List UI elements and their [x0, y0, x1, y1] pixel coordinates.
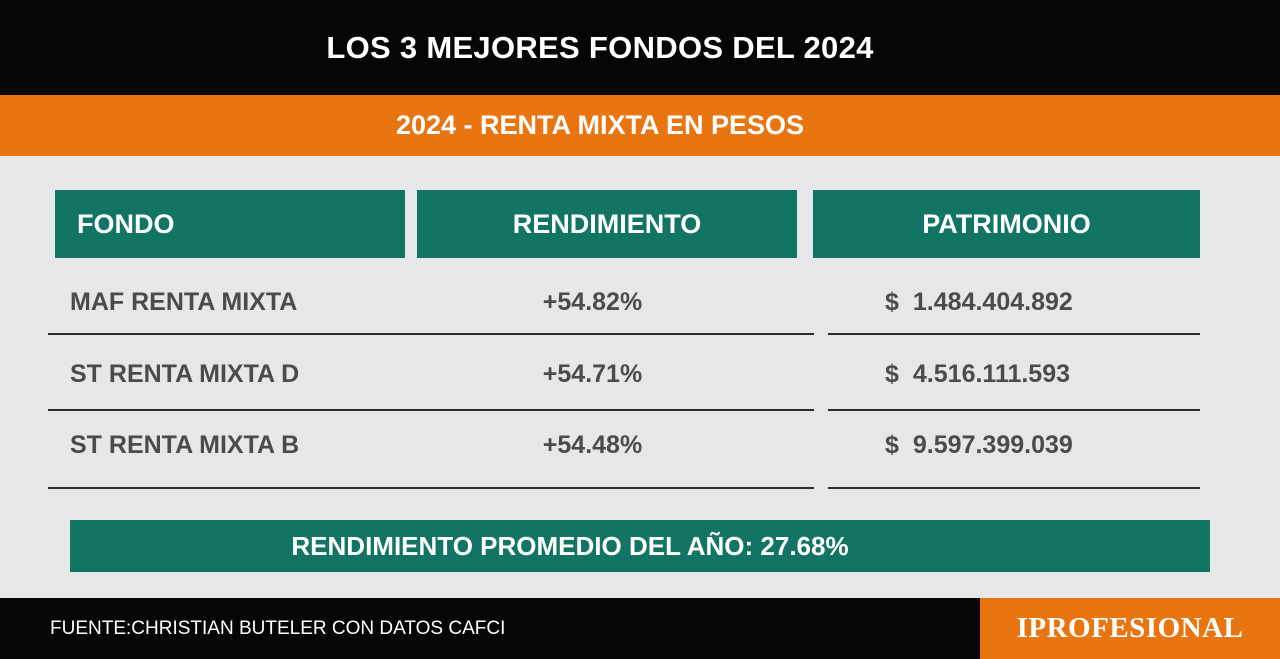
patrimonio-value: 9.597.399.039: [912, 430, 1073, 459]
source-credit: FUENTE:CHRISTIAN BUTELER CON DATOS CAFCI: [50, 617, 506, 639]
brand-logo-box: IPROFESIONAL: [980, 598, 1280, 659]
row-divider: [48, 487, 814, 489]
table-cell-patrimonio: $ 1.484.404.892: [885, 287, 1185, 317]
page-subtitle: 2024 - RENTA MIXTA EN PESOS: [395, 110, 805, 140]
currency-symbol: $: [885, 287, 899, 316]
average-return-text: RENDIMIENTO PROMEDIO DEL AÑO: 27.68%: [291, 530, 849, 561]
average-return-banner: RENDIMIENTO PROMEDIO DEL AÑO: 27.68%: [70, 520, 1210, 572]
row-divider: [48, 333, 814, 335]
patrimonio-value: 4.516.111.593: [912, 359, 1071, 388]
table-cell-patrimonio: $ 4.516.111.593: [885, 359, 1185, 389]
row-divider: [828, 487, 1200, 489]
table-cell-fondo: ST RENTA MIXTA B: [70, 430, 300, 459]
table-cell-fondo: MAF RENTA MIXTA: [70, 287, 298, 316]
page-title: LOS 3 MEJORES FONDOS DEL 2024: [326, 29, 874, 65]
table-cell-rendimiento: +54.71%: [542, 359, 643, 388]
column-header-patrimonio: PATRIMONIO: [813, 190, 1200, 258]
table-cell-rendimiento: +54.48%: [542, 430, 643, 459]
brand-logo: IPROFESIONAL: [1016, 612, 1244, 644]
column-header-rendimiento: RENDIMIENTO: [417, 190, 797, 258]
table-cell-fondo: ST RENTA MIXTA D: [70, 359, 300, 388]
row-divider: [48, 409, 814, 411]
row-divider: [828, 333, 1200, 335]
title-bar: LOS 3 MEJORES FONDOS DEL 2024: [0, 0, 1280, 95]
column-header-fondo: FONDO: [55, 190, 405, 258]
row-divider: [828, 409, 1200, 411]
table-cell-patrimonio: $ 9.597.399.039: [885, 430, 1185, 460]
currency-symbol: $: [885, 359, 899, 388]
patrimonio-value: 1.484.404.892: [912, 287, 1073, 316]
subtitle-bar: 2024 - RENTA MIXTA EN PESOS: [0, 95, 1280, 156]
currency-symbol: $: [885, 430, 899, 459]
table-cell-rendimiento: +54.82%: [542, 287, 643, 316]
